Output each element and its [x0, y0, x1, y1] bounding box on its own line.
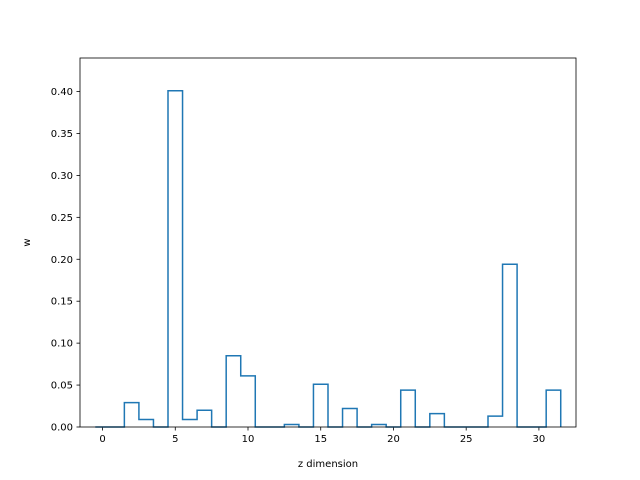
plot-frame — [79, 57, 577, 428]
x-tick-label: 0 — [99, 434, 105, 445]
x-tick-label: 25 — [460, 434, 473, 445]
x-tick-label: 5 — [172, 434, 178, 445]
y-tick-label: 0.10 — [51, 339, 73, 350]
y-tick-label: 0.30 — [51, 171, 73, 182]
y-tick-label: 0.20 — [51, 255, 73, 266]
x-tick-label: 30 — [533, 434, 546, 445]
x-tick-label: 20 — [387, 434, 400, 445]
y-tick-label: 0.15 — [51, 297, 73, 308]
axis-ticks: 0 5 10 15 20 25 30 0.00 0.05 0.10 0.15 0.20 0.25 0.30… — [51, 87, 546, 445]
y-tick-label: 0.05 — [51, 381, 73, 392]
y-tick-label: 0.25 — [51, 213, 73, 224]
y-tick-label: 0.35 — [51, 129, 73, 140]
y-axis-label: w — [22, 238, 33, 246]
x-tick-label: 10 — [242, 434, 255, 445]
y-tick-label: 0.40 — [51, 87, 73, 98]
histogram-step-line — [95, 89, 562, 428]
y-tick-label: 0.00 — [51, 423, 73, 434]
x-tick-label: 15 — [314, 434, 327, 445]
x-axis-label: z dimension — [298, 459, 358, 470]
